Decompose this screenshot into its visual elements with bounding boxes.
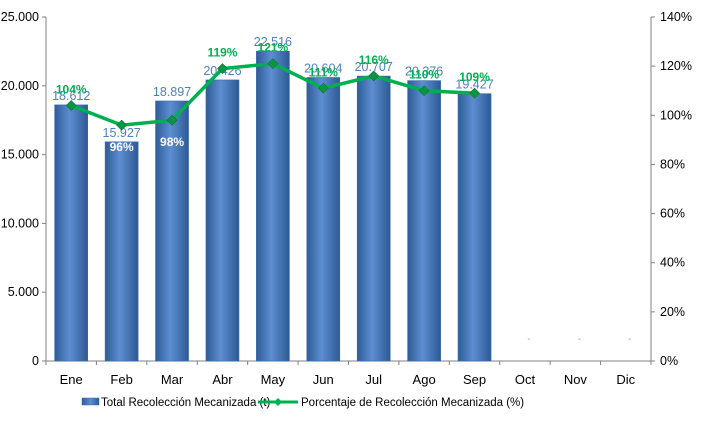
bar — [54, 104, 89, 362]
bar — [155, 100, 189, 362]
bar-value-label: - — [578, 334, 581, 345]
legend-line-marker — [274, 398, 282, 406]
bar-value-label: - — [527, 334, 530, 345]
right-tick-label: 60% — [660, 207, 685, 221]
category-label: Jun — [313, 372, 334, 387]
line-value-label: 98% — [160, 135, 184, 149]
bar — [356, 75, 391, 362]
line-point-marker — [267, 58, 279, 70]
legend-bar-swatch — [81, 397, 100, 406]
category-label: Dic — [616, 372, 635, 387]
bar-value-label: 20.707 — [355, 60, 393, 74]
bar-value-label: 20.604 — [304, 61, 342, 75]
category-label: Ago — [413, 372, 436, 387]
category-label: Oct — [515, 372, 536, 387]
bar-value-label: 22.516 — [254, 35, 292, 49]
left-tick-label: 20.000 — [1, 79, 39, 93]
line-value-label: 104% — [56, 82, 87, 96]
left-tick-label: 0 — [32, 354, 39, 368]
bar-value-label: 18.897 — [153, 85, 191, 99]
line-data-labels: 104% 96% 98% 119% 121% 111% 116% 110% 109% — [56, 41, 490, 154]
category-label: Feb — [110, 372, 132, 387]
right-tick-label: 80% — [660, 157, 685, 171]
line-value-label: 116% — [359, 53, 389, 67]
category-label: Sep — [463, 372, 486, 387]
line-value-label: 110% — [409, 68, 439, 82]
right-tick-label: 100% — [660, 108, 692, 122]
line-value-label: 121% — [258, 41, 289, 55]
right-tick-label: 40% — [660, 256, 685, 270]
right-tick-label: 20% — [660, 305, 685, 319]
category-labels: Ene Feb Mar Abr May Jun Jul Ago Sep Oct Nov Dic — [45, 361, 652, 387]
legend: Total Recolección Mecanizada (t) Porcent… — [81, 397, 524, 409]
category-label: Mar — [161, 372, 184, 387]
line-point-marker — [418, 85, 430, 97]
line-value-label: 119% — [207, 46, 237, 60]
bar-value-label: 15.927 — [103, 126, 141, 140]
left-tick-label: 10.000 — [1, 216, 39, 230]
right-tick-label: 140% — [660, 10, 692, 24]
line-value-label: 109% — [459, 70, 490, 84]
legend-line-label: Porcentaje de Recolección Mecanizada (%) — [301, 397, 524, 409]
left-axis-ticks: 0 5.000 10.000 15.000 20.000 25.000 — [1, 10, 46, 368]
bar-value-label: 19.427 — [455, 78, 493, 92]
right-tick-label: 120% — [660, 59, 692, 73]
category-label: Jul — [365, 372, 382, 387]
left-tick-label: 15.000 — [1, 148, 39, 162]
line-series — [65, 58, 480, 131]
line-point-marker — [65, 100, 77, 111]
line-value-label: 111% — [309, 65, 339, 79]
legend-bar-label: Total Recolección Mecanizada (t) — [101, 397, 271, 409]
category-label: Nov — [564, 372, 588, 387]
left-tick-label: 25.000 — [1, 10, 39, 24]
line-point-marker — [217, 63, 228, 75]
line-point-marker — [116, 119, 128, 131]
bar — [104, 141, 139, 362]
bar — [205, 79, 240, 362]
bar — [306, 77, 341, 362]
category-label: Abr — [212, 372, 233, 387]
bar-value-label: 18.612 — [52, 89, 90, 103]
right-axis-ticks: 0% 20% 40% 60% 80% 100% 120% 140% — [651, 10, 692, 368]
line-point-marker — [317, 82, 329, 94]
bar — [256, 50, 290, 362]
line-point-marker — [368, 70, 380, 82]
bar-data-labels: 18.61215.92718.89720.42622.51620.60420.7… — [52, 35, 631, 345]
left-tick-label: 5.000 — [8, 285, 39, 299]
bar — [407, 80, 441, 362]
bar-series — [54, 50, 492, 362]
line-value-label: 96% — [110, 140, 134, 154]
category-label: Ene — [60, 372, 83, 387]
line-point-marker — [166, 114, 178, 126]
category-label: May — [261, 372, 286, 387]
right-tick-label: 0% — [660, 354, 678, 368]
line-point-marker — [469, 87, 480, 99]
bar-value-label: 20.376 — [405, 65, 443, 79]
bar-value-label: - — [628, 334, 631, 345]
bar — [457, 93, 492, 362]
